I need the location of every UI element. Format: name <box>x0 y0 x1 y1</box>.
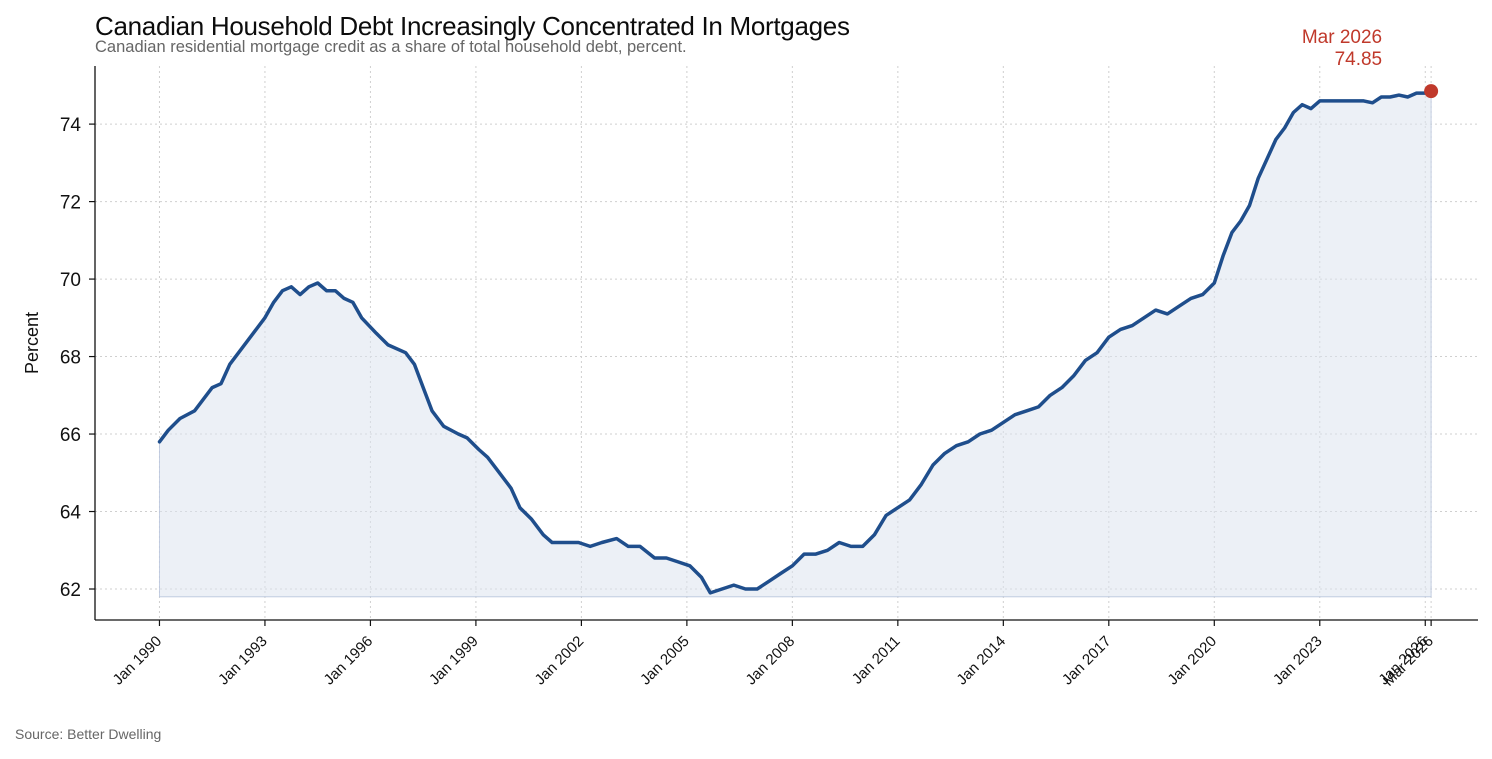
x-tick-label: Jan 1999 <box>426 633 482 689</box>
series-line <box>157 89 1433 595</box>
x-tick-label: Jan 2020 <box>1164 633 1220 689</box>
y-tick-label: 70 <box>60 270 81 291</box>
latest-date-label: Mar 2026 <box>1302 27 1382 48</box>
y-tick-label: 68 <box>60 348 81 369</box>
x-tick-label: Jan 2002 <box>532 633 588 689</box>
y-tick-label: 74 <box>60 115 82 136</box>
y-tick-label: 62 <box>60 580 81 601</box>
y-tick-label: 72 <box>60 193 81 214</box>
x-tick-label: Jan 1990 <box>110 633 166 689</box>
x-tick-label: Jan 2014 <box>953 633 1009 689</box>
x-tick-label: Jan 2005 <box>637 633 693 689</box>
x-tick-label: Mar 2026 <box>1380 633 1437 690</box>
x-tick-label: Jan 2017 <box>1059 633 1115 689</box>
x-tick-label: Jan 1993 <box>215 633 271 689</box>
latest-value-marker <box>1424 84 1439 99</box>
x-ticks: Jan 1990 Jan 1993 Jan 1996 Jan 1999 Jan 2002… <box>110 620 1437 690</box>
y-axis-label: Percent <box>22 312 42 374</box>
chart-title: Canadian Household Debt Increasingly Con… <box>95 11 850 41</box>
y-tick-label: 64 <box>60 503 82 524</box>
series-area-fill <box>159 90 1432 598</box>
y-tick-label: 66 <box>60 425 81 446</box>
x-tick-label: Jan 2008 <box>743 633 799 689</box>
latest-value-label: 74.85 <box>1335 49 1383 70</box>
source-note: Source: Better Dwelling <box>15 726 162 742</box>
y-ticks: 62 64 66 68 70 72 74 <box>60 115 95 601</box>
axes <box>94 66 1478 621</box>
x-tick-label: Jan 1996 <box>321 633 377 689</box>
x-tick-label: Jan 2023 <box>1270 633 1326 689</box>
chart-subtitle: Canadian residential mortgage credit as … <box>95 38 687 56</box>
x-tick-label: Jan 2011 <box>849 633 904 688</box>
